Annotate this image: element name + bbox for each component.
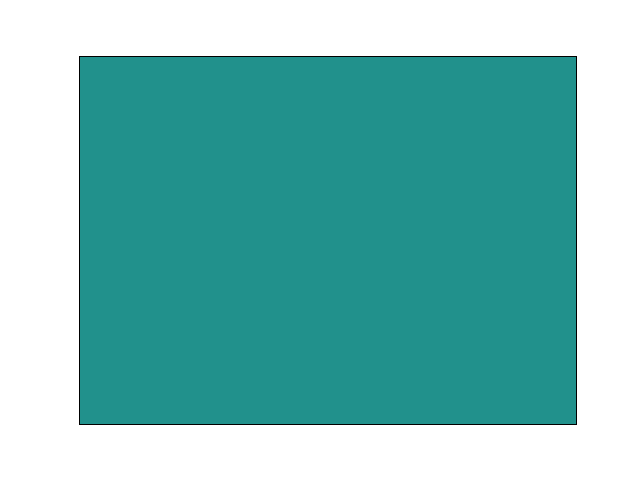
heatmap-plot-area — [79, 56, 577, 425]
heatmap-image — [80, 57, 576, 424]
